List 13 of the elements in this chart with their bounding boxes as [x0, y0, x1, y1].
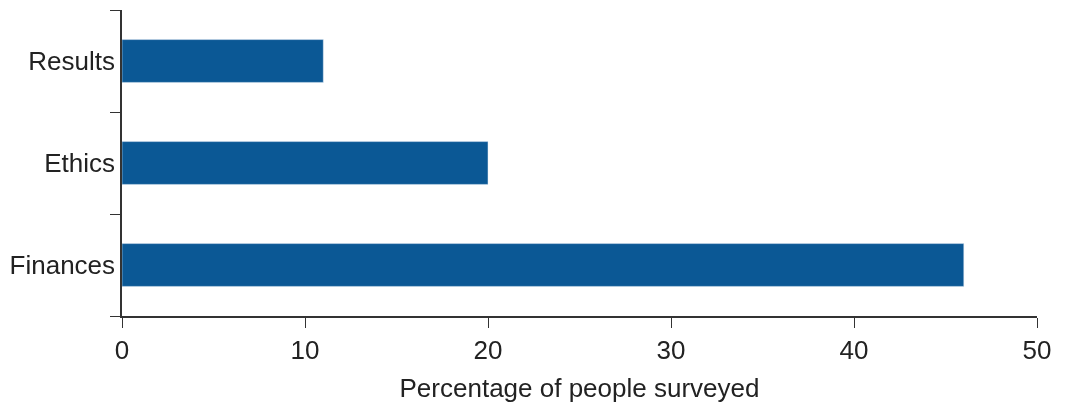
- bar: [122, 39, 324, 83]
- bar: [122, 243, 965, 287]
- x-tick-label: 50: [1022, 334, 1052, 365]
- x-tick-label: 0: [114, 334, 130, 365]
- y-tick-label: Finances: [9, 250, 116, 281]
- bar: [122, 141, 489, 185]
- y-tick-label: Results: [28, 46, 116, 77]
- x-tick-label: 10: [290, 334, 320, 365]
- x-tick-label: 30: [656, 334, 686, 365]
- x-axis-title: Percentage of people surveyed: [399, 373, 760, 404]
- x-tick-label: 40: [839, 334, 869, 365]
- y-tick-label: Ethics: [44, 148, 116, 179]
- x-tick-label: 20: [473, 334, 503, 365]
